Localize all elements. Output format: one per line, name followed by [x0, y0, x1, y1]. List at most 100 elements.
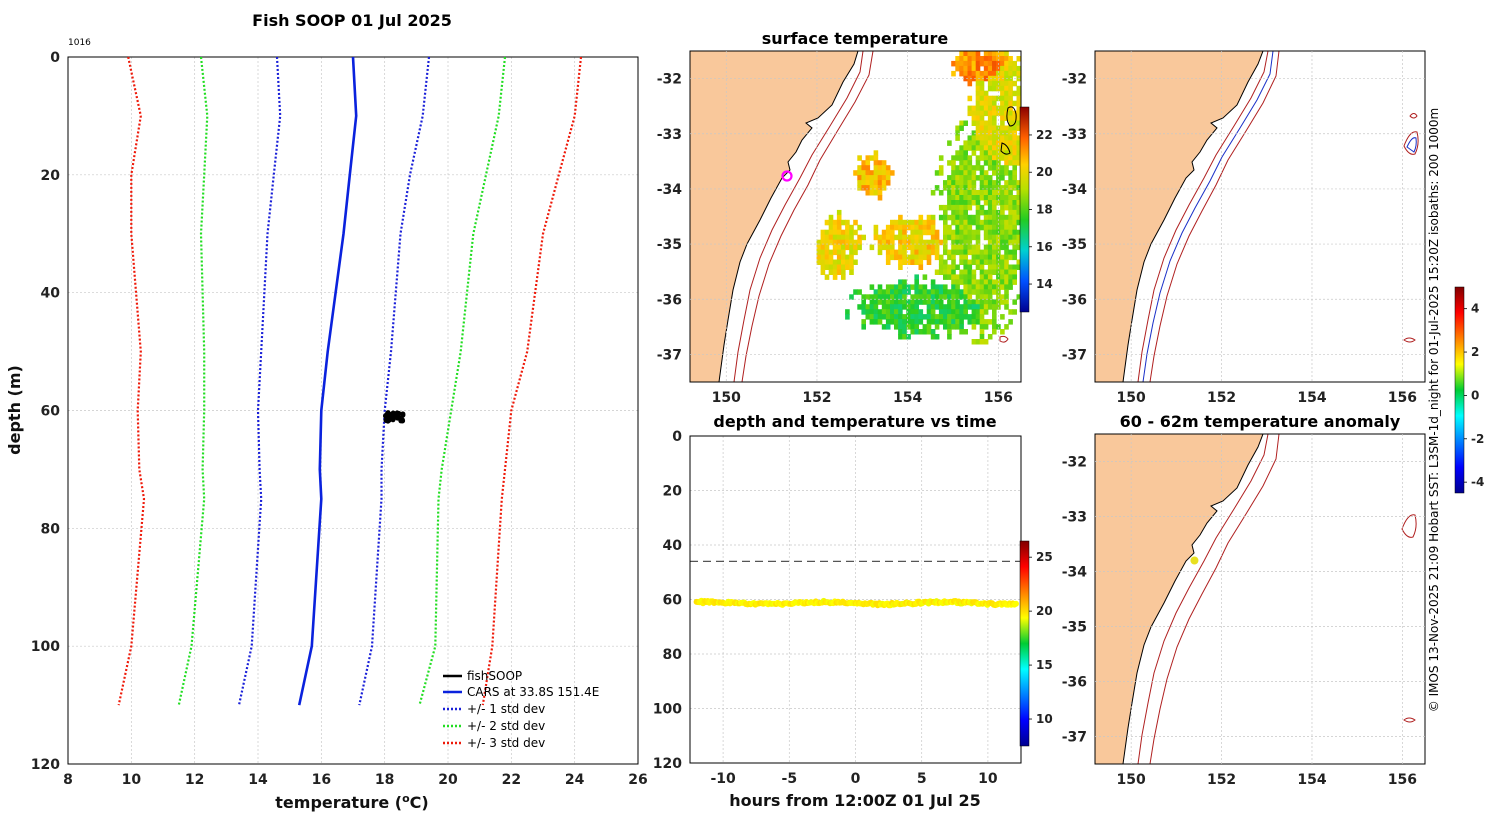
sst-pixel — [1004, 284, 1009, 290]
sst-pixel — [890, 229, 895, 236]
sst-pixel — [975, 279, 981, 285]
sst-pixel — [914, 239, 919, 246]
sst-pixel — [898, 309, 903, 315]
sst-pixel — [861, 304, 866, 310]
sst-pixel — [959, 224, 964, 231]
sst-pixel — [1004, 200, 1009, 206]
sst-pixel — [963, 60, 968, 67]
sst-pixel — [894, 294, 899, 300]
sst-pixel — [1008, 155, 1013, 161]
map-lat-tick-label: -37 — [1062, 730, 1087, 746]
profile-lines — [117, 56, 583, 706]
sst-pixel — [853, 239, 858, 246]
sst-pixel — [918, 219, 924, 226]
sst-pixel — [983, 90, 989, 97]
sst-pixel — [971, 135, 977, 141]
sst-pixel — [975, 259, 981, 265]
sst-pixel — [1000, 264, 1005, 270]
sst-pixel — [975, 239, 981, 246]
sst-pixel — [1012, 130, 1017, 136]
sst-pixel — [1000, 100, 1005, 107]
sst-pixel — [967, 155, 973, 161]
sst-pixel — [943, 274, 948, 280]
sst-pixel — [1008, 279, 1013, 285]
sst-pixel — [992, 314, 997, 320]
profile-x-tick-label: 26 — [628, 772, 647, 788]
map-lon-tick-label: 152 — [802, 390, 831, 406]
sst-pixel — [1008, 229, 1013, 236]
sst-pixel — [926, 254, 932, 261]
sst-pixel — [1012, 214, 1017, 221]
sst-pixel — [963, 234, 968, 241]
sst-pixel — [1016, 125, 1021, 131]
sst-pixel — [1000, 155, 1005, 161]
sst-pixel — [979, 95, 985, 102]
sst-pixel — [1008, 239, 1013, 246]
sst-pixel — [983, 170, 989, 176]
map-lat-tick-label: -32 — [1062, 72, 1087, 88]
sst-pixel — [971, 120, 977, 126]
sst-pixel — [865, 294, 871, 300]
sst-pixel — [890, 239, 895, 246]
sst-pixel — [832, 224, 838, 231]
timeseries-x-tick-label: 10 — [978, 771, 998, 787]
fishsoop-points — [382, 410, 406, 424]
anomaly-colorbar — [1454, 286, 1465, 494]
sst-pixel — [885, 319, 891, 325]
sst-pixel — [820, 254, 826, 261]
sst-pixel — [926, 314, 932, 320]
sst-pixel — [943, 214, 948, 221]
sst-pixel — [1008, 80, 1013, 87]
sst-pixel — [1004, 160, 1009, 166]
sst-pixel — [885, 224, 891, 231]
sst-pixel — [832, 274, 838, 280]
sst-pixel — [943, 224, 948, 231]
sst-pixel — [877, 319, 883, 325]
sst-pixel — [845, 239, 850, 246]
sst-pixel — [824, 254, 830, 261]
sst-pixel — [881, 314, 887, 320]
sst-pixel — [828, 229, 834, 236]
sst-pixel — [1008, 319, 1013, 325]
sst-pixel — [987, 279, 993, 285]
timeseries-x-tick-label: -10 — [710, 771, 736, 787]
sst-pixel — [951, 319, 956, 325]
fishsoop-point — [387, 411, 393, 417]
sst-pixel — [934, 314, 940, 320]
sst-pixel — [894, 314, 899, 320]
sst-pixel — [951, 60, 956, 67]
profile-x-ticks: 8 10 12 14 16 18 20 22 24 26 — [63, 772, 648, 788]
sst-pixel — [853, 289, 858, 295]
sst-pixel — [963, 329, 968, 335]
sst-pixel — [967, 160, 973, 166]
sst-pixel — [890, 299, 895, 305]
sst-colorbar-ticks: 22 20 18 16 14 — [1029, 128, 1053, 291]
sst-pixel — [820, 229, 826, 236]
sst-pixel — [861, 175, 866, 181]
sst-pixel — [906, 224, 911, 231]
sst-lat-ticks: -32 -33 -34 -35 -36 -37 — [657, 72, 683, 364]
sst-pixel — [824, 229, 830, 236]
sst-pixel — [934, 299, 940, 305]
map-lat-tick-label: -32 — [657, 72, 682, 88]
profile-line-std2 — [177, 56, 209, 706]
sst-pixel — [926, 214, 932, 221]
sst-pixel — [934, 244, 940, 251]
sst-pixel — [902, 319, 907, 325]
sst-pixel — [857, 175, 862, 181]
sst-pixel — [979, 60, 985, 67]
sst-pixel — [987, 334, 993, 340]
sst-pixel — [1004, 219, 1009, 226]
sst-pixel — [947, 195, 952, 201]
sst-pixel — [971, 269, 977, 275]
sst-pixel — [975, 299, 981, 305]
sst-pixel — [975, 51, 981, 57]
sst-pixel — [841, 254, 846, 261]
sst-pixel — [938, 309, 944, 315]
sst-pixel — [971, 259, 977, 265]
sst-pixel — [1016, 264, 1021, 270]
sst-pixel — [869, 294, 875, 300]
anomaly-colorbar-ticks: 4 2 0 -2 -4 — [1464, 302, 1484, 489]
sst-pixel — [1008, 254, 1013, 261]
sst-pixel — [934, 239, 940, 246]
